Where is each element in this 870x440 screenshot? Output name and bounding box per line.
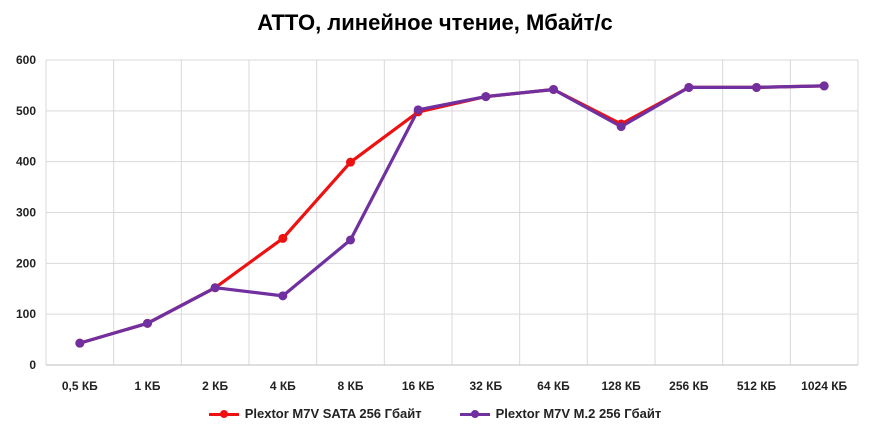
series-1-point — [413, 105, 423, 115]
gridlines — [45, 59, 859, 366]
series-0-point — [278, 233, 288, 243]
series-1-point — [684, 82, 694, 92]
series-1-point — [143, 318, 152, 328]
series-1-point — [75, 338, 85, 348]
series-1-point — [616, 122, 626, 132]
x-tick-label: 1 КБ — [135, 379, 161, 393]
series-0-point — [346, 157, 355, 167]
x-tick-label: 0,5 КБ — [62, 379, 98, 393]
x-tick-label: 16 КБ — [402, 379, 435, 393]
x-tick-label: 32 КБ — [470, 379, 503, 393]
x-tick-label: 512 КБ — [737, 379, 777, 393]
x-tick-label: 4 КБ — [270, 379, 296, 393]
legend-item-sata: Plextor M7V SATA 256 Гбайт — [208, 406, 422, 421]
series-1-point — [278, 291, 288, 301]
series-lines — [75, 81, 829, 348]
y-tick-label: 100 — [16, 307, 36, 321]
y-tick-label: 0 — [29, 358, 36, 372]
legend-label-sata: Plextor M7V SATA 256 Гбайт — [244, 406, 422, 421]
legend-swatch-m2 — [459, 409, 490, 419]
x-tick-label: 256 КБ — [669, 379, 709, 393]
x-tick-label: 1024 КБ — [801, 379, 847, 393]
series-1-point — [549, 84, 558, 94]
y-tick-label: 500 — [16, 104, 36, 118]
series-1-point — [752, 82, 761, 92]
y-tick-label: 600 — [16, 53, 36, 67]
x-tick-label: 8 КБ — [338, 379, 364, 393]
legend-label-m2: Plextor M7V M.2 256 Гбайт — [495, 406, 662, 421]
y-tick-label: 300 — [16, 206, 36, 220]
x-tick-label: 128 КБ — [602, 379, 642, 393]
series-1-point — [210, 283, 220, 293]
x-tick-label: 2 КБ — [202, 379, 228, 393]
series-1-point — [346, 235, 355, 245]
legend-item-m2: Plextor M7V M.2 256 Гбайт — [459, 406, 662, 421]
axes: 0 100 200 300 400 500 600 0,5 КБ 1 КБ 2 КБ 4 КБ 8 К… — [16, 53, 858, 393]
series-1-point — [819, 81, 829, 91]
series-1-point — [481, 92, 491, 102]
legend: Plextor M7V SATA 256 Гбайт Plextor M7V M… — [0, 406, 870, 421]
chart-title: ATTO, линейное чтение, Мбайт/с — [257, 10, 613, 35]
y-tick-label: 400 — [16, 155, 36, 169]
x-tick-label: 64 КБ — [537, 379, 570, 393]
legend-swatch-sata — [208, 409, 239, 419]
series-line-1 — [78, 84, 826, 345]
y-tick-label: 200 — [16, 256, 36, 270]
